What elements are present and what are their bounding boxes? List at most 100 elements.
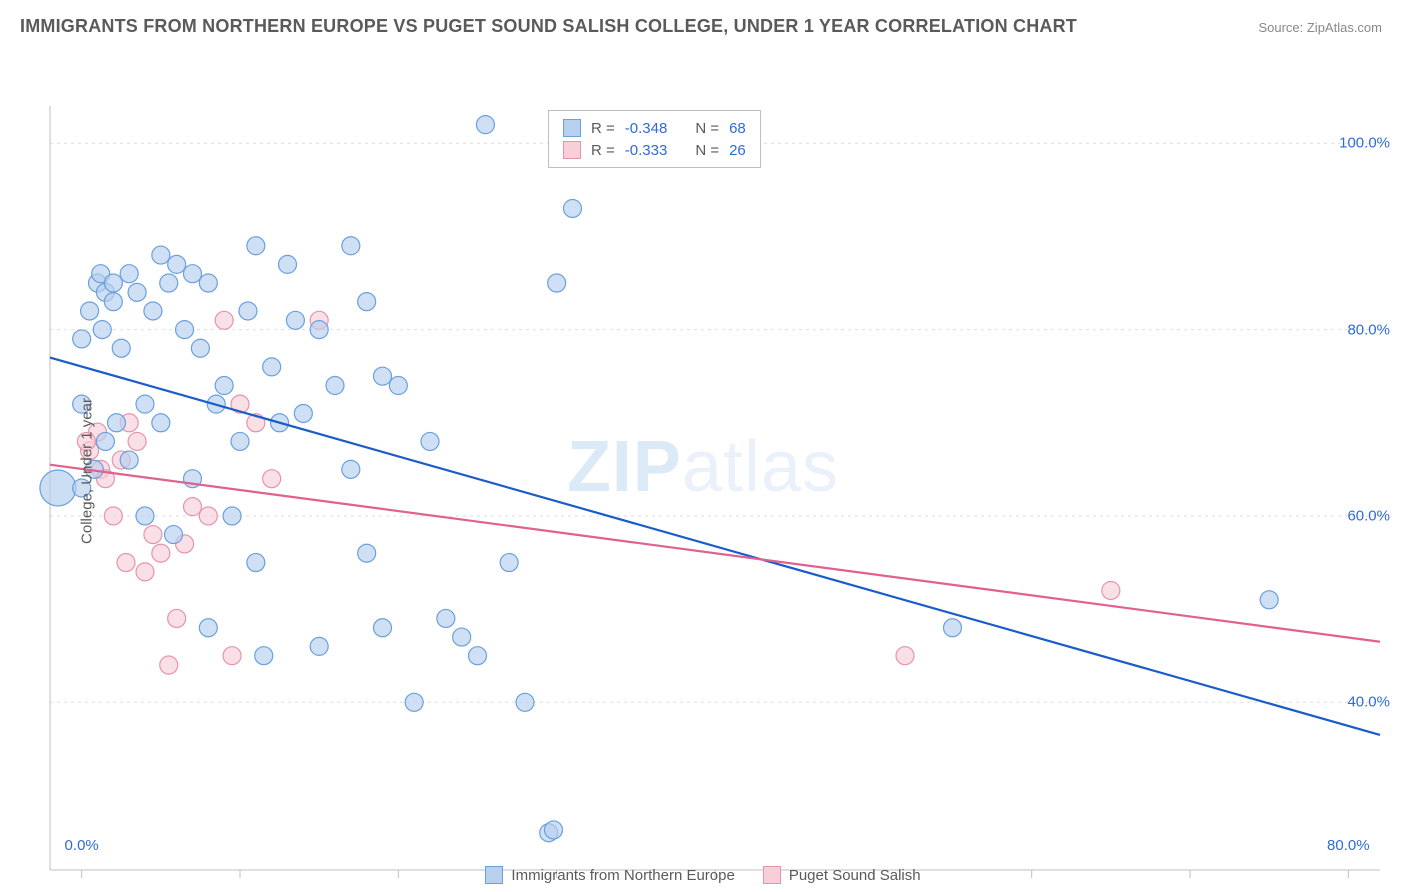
scatter-point <box>128 283 146 301</box>
scatter-point <box>40 470 76 506</box>
scatter-point <box>152 246 170 264</box>
trend-line <box>50 465 1380 642</box>
scatter-point <box>310 637 328 655</box>
scatter-point <box>136 395 154 413</box>
source-link[interactable]: ZipAtlas.com <box>1307 20 1382 35</box>
scatter-point <box>1102 581 1120 599</box>
legend-swatch-icon <box>563 119 581 137</box>
source-attribution: Source: ZipAtlas.com <box>1258 20 1382 35</box>
scatter-point <box>453 628 471 646</box>
scatter-point <box>108 414 126 432</box>
n-label: N = <box>695 142 719 159</box>
scatter-point <box>358 293 376 311</box>
scatter-point <box>286 311 304 329</box>
scatter-point <box>152 414 170 432</box>
scatter-point <box>516 693 534 711</box>
scatter-point <box>263 470 281 488</box>
scatter-point <box>184 498 202 516</box>
scatter-point <box>120 265 138 283</box>
bottom-legend: Immigrants from Northern Europe Puget Sou… <box>0 866 1406 884</box>
scatter-point <box>104 274 122 292</box>
correlation-row: R =-0.348N =68 <box>563 117 746 139</box>
legend-item: Puget Sound Salish <box>763 866 921 884</box>
scatter-point <box>199 507 217 525</box>
scatter-point <box>223 507 241 525</box>
legend-label: Puget Sound Salish <box>789 867 921 884</box>
scatter-point <box>160 274 178 292</box>
scatter-point <box>81 302 99 320</box>
scatter-point <box>294 404 312 422</box>
y-tick-label: 40.0% <box>1347 694 1390 711</box>
chart-title: IMMIGRANTS FROM NORTHERN EUROPE VS PUGET… <box>20 16 1077 37</box>
trend-line <box>50 358 1380 735</box>
scatter-point <box>405 693 423 711</box>
scatter-point <box>247 237 265 255</box>
scatter-point <box>231 432 249 450</box>
scatter-point <box>215 311 233 329</box>
source-prefix: Source: <box>1258 20 1306 35</box>
y-tick-label: 100.0% <box>1339 135 1390 152</box>
scatter-point <box>374 619 392 637</box>
scatter-point <box>389 377 407 395</box>
legend-swatch-icon <box>563 141 581 159</box>
chart-container: College, Under 1 year ZIPatlas R =-0.348… <box>0 50 1406 892</box>
scatter-point <box>191 339 209 357</box>
scatter-point <box>564 199 582 217</box>
r-value: -0.348 <box>625 120 668 137</box>
scatter-point <box>136 507 154 525</box>
scatter-point <box>342 460 360 478</box>
scatter-point <box>168 609 186 627</box>
scatter-point <box>223 647 241 665</box>
scatter-point <box>176 321 194 339</box>
y-tick-label: 80.0% <box>1347 321 1390 338</box>
scatter-point <box>421 432 439 450</box>
scatter-point <box>548 274 566 292</box>
r-label: R = <box>591 120 615 137</box>
scatter-point <box>1260 591 1278 609</box>
scatter-point <box>73 330 91 348</box>
scatter-point <box>279 255 297 273</box>
legend-item: Immigrants from Northern Europe <box>485 866 734 884</box>
scatter-point <box>184 265 202 283</box>
scatter-point <box>500 554 518 572</box>
scatter-point <box>199 619 217 637</box>
scatter-point <box>160 656 178 674</box>
scatter-point <box>469 647 487 665</box>
n-label: N = <box>695 120 719 137</box>
scatter-point <box>326 377 344 395</box>
x-tick-label: 0.0% <box>65 837 99 854</box>
scatter-point <box>165 526 183 544</box>
scatter-point <box>199 274 217 292</box>
scatter-point <box>255 647 273 665</box>
scatter-point <box>944 619 962 637</box>
scatter-point <box>239 302 257 320</box>
x-tick-label: 80.0% <box>1327 837 1370 854</box>
scatter-point <box>128 432 146 450</box>
legend-swatch-icon <box>485 866 503 884</box>
scatter-point <box>112 339 130 357</box>
legend-swatch-icon <box>763 866 781 884</box>
scatter-point <box>476 116 494 134</box>
legend-label: Immigrants from Northern Europe <box>511 867 734 884</box>
scatter-point <box>104 293 122 311</box>
scatter-point <box>117 554 135 572</box>
scatter-plot <box>0 50 1406 892</box>
scatter-point <box>358 544 376 562</box>
r-label: R = <box>591 142 615 159</box>
y-tick-label: 60.0% <box>1347 507 1390 524</box>
scatter-point <box>437 609 455 627</box>
correlation-legend-box: R =-0.348N =68R =-0.333N =26 <box>548 110 761 168</box>
scatter-point <box>342 237 360 255</box>
scatter-point <box>215 377 233 395</box>
scatter-point <box>374 367 392 385</box>
scatter-point <box>152 544 170 562</box>
scatter-point <box>136 563 154 581</box>
scatter-point <box>93 321 111 339</box>
scatter-point <box>144 302 162 320</box>
scatter-point <box>168 255 186 273</box>
scatter-point <box>896 647 914 665</box>
scatter-point <box>96 432 114 450</box>
scatter-point <box>144 526 162 544</box>
y-axis-label: College, Under 1 year <box>78 398 95 544</box>
scatter-point <box>104 507 122 525</box>
